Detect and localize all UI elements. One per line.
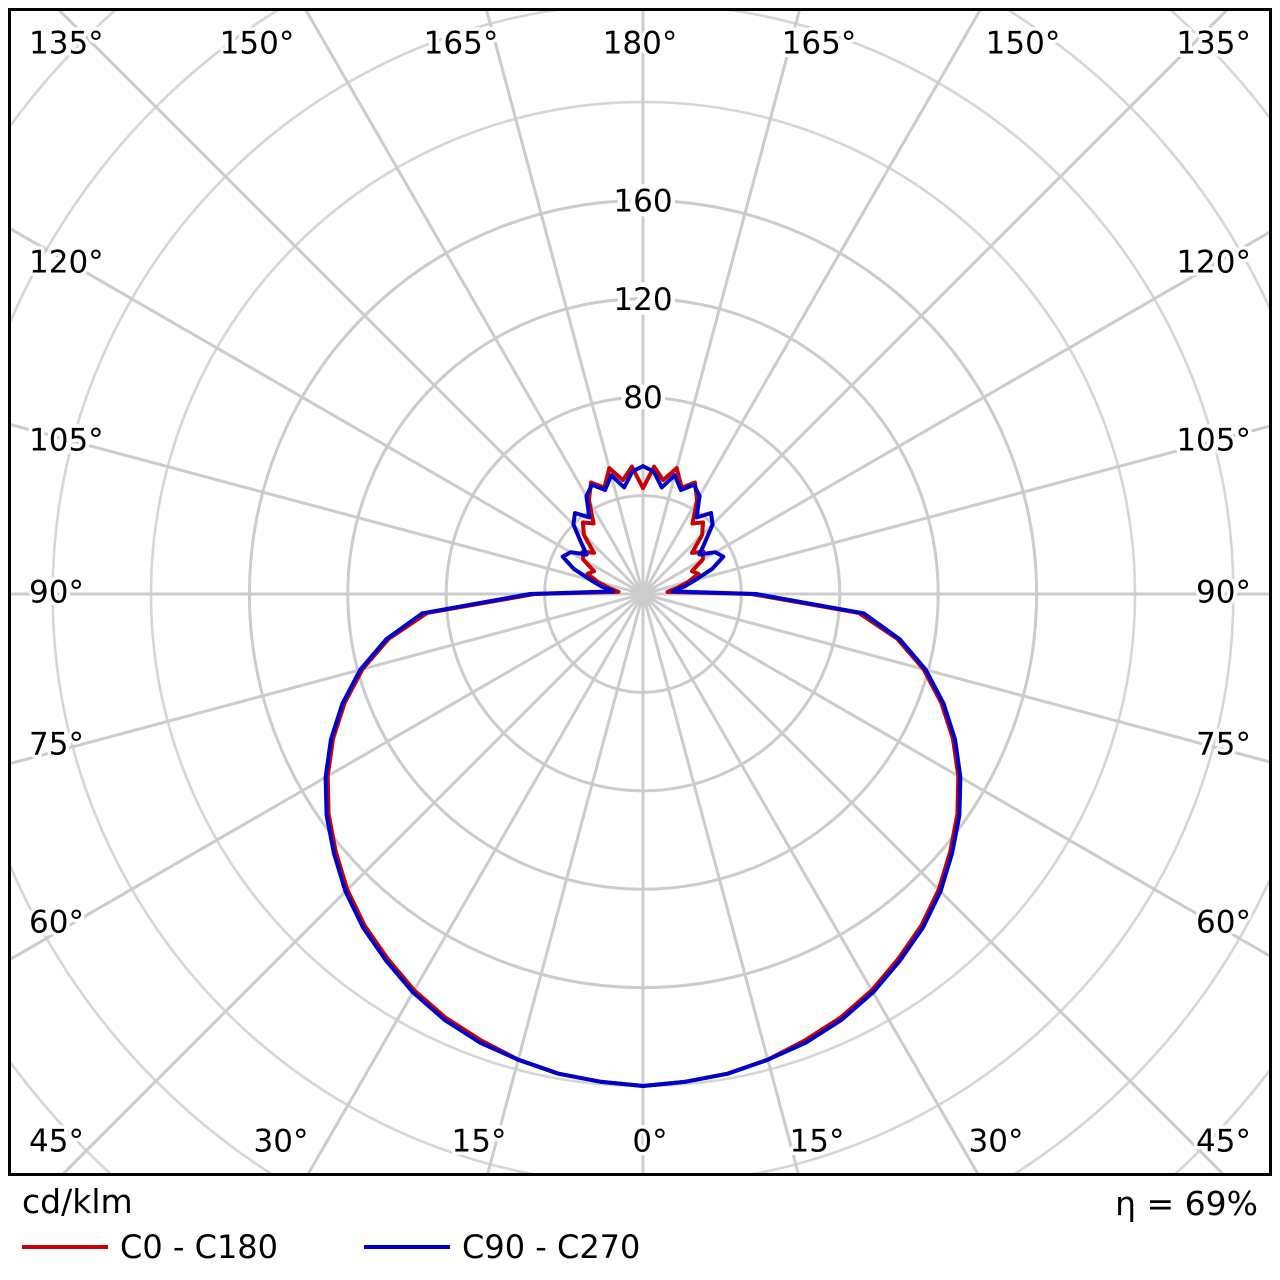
angle-label-top-165: 165° xyxy=(424,26,499,62)
legend-swatch-c90-c270 xyxy=(364,1245,451,1249)
angle-label-bottom-0: 0° xyxy=(632,1124,667,1160)
angle-label-top-150: 150° xyxy=(986,26,1061,62)
radial-tick-label: 80 xyxy=(623,380,662,416)
grid-spoke xyxy=(641,11,801,596)
grid-spoke xyxy=(11,592,645,961)
grid-spoke xyxy=(306,592,645,1173)
polar-axis-labels: 80 120 160 135° 150° 165° 180° 165° 150° 135° 45° 3… xyxy=(26,22,1255,1163)
polar-plot-canvas: 80 120 160 135° 150° 165° 180° 165° 150° 135° 45° 3… xyxy=(11,11,1269,1173)
grid-spoke xyxy=(11,227,645,596)
angle-label-bottom-45: 45° xyxy=(29,1124,84,1160)
angle-label-top-180: 180° xyxy=(603,26,678,62)
angle-label-right-120: 120° xyxy=(1176,245,1251,281)
grid-spoke xyxy=(641,592,1269,958)
legend-item-c90-c270: C90 - C270 xyxy=(364,1228,640,1266)
chart-footer: cd/klm η = 69% C0 - C180 C90 - C270 xyxy=(0,1180,1280,1280)
grid-spoke xyxy=(485,11,645,596)
angle-label-right-90: 90° xyxy=(1196,575,1251,611)
angle-label-left-120: 120° xyxy=(29,245,104,281)
efficiency-label: η = 69% xyxy=(1115,1184,1258,1223)
grid-spoke xyxy=(641,592,980,1173)
chart-legend: C0 - C180 C90 - C270 xyxy=(22,1228,640,1266)
angle-label-top-165: 165° xyxy=(782,26,857,62)
legend-swatch-c0-c180 xyxy=(22,1245,108,1249)
grid-spoke xyxy=(57,11,645,596)
grid-spoke xyxy=(641,11,1229,596)
grid-spoke xyxy=(641,592,1225,1173)
grid-spoke xyxy=(304,11,645,596)
unit-label: cd/klm xyxy=(22,1182,133,1221)
grid-spoke xyxy=(61,592,645,1173)
angle-label-right-105: 105° xyxy=(1176,423,1251,459)
angle-label-left-90: 90° xyxy=(29,575,84,611)
grid-spoke xyxy=(486,592,645,1173)
grid-spoke xyxy=(641,424,1269,596)
angle-label-left-105: 105° xyxy=(29,423,104,459)
angle-label-top-135: 135° xyxy=(1176,26,1251,62)
angle-label-right-75: 75° xyxy=(1196,727,1251,763)
radial-tick-label: 120 xyxy=(613,282,672,318)
radial-tick-label: 160 xyxy=(613,183,672,219)
legend-item-c0-c180: C0 - C180 xyxy=(22,1228,278,1266)
grid-spoke xyxy=(11,423,645,596)
polar-plot-frame: 80 120 160 135° 150° 165° 180° 165° 150° 135° 45° 3… xyxy=(8,8,1272,1176)
legend-label-c90-c270: C90 - C270 xyxy=(462,1228,641,1266)
polar-grid xyxy=(11,11,1269,1173)
angle-label-bottom-15: 15° xyxy=(790,1124,845,1160)
polar-curves xyxy=(323,464,963,1088)
grid-spoke xyxy=(641,592,800,1173)
grid-spoke xyxy=(11,592,645,765)
angle-label-right-60: 60° xyxy=(1196,905,1251,941)
grid-spoke xyxy=(641,592,1269,764)
angle-label-bottom-30: 30° xyxy=(254,1124,309,1160)
angle-label-top-135: 135° xyxy=(29,26,104,62)
angle-label-top-150: 150° xyxy=(220,26,295,62)
legend-label-c0-c180: C0 - C180 xyxy=(120,1228,279,1266)
angle-label-bottom-15: 15° xyxy=(452,1124,507,1160)
angle-label-left-60: 60° xyxy=(29,905,84,941)
grid-spoke xyxy=(641,230,1269,596)
angle-label-bottom-30: 30° xyxy=(969,1124,1024,1160)
grid-spoke xyxy=(641,11,982,596)
angle-label-left-75: 75° xyxy=(29,727,84,763)
curve-c90-c270 xyxy=(323,464,963,1088)
angle-label-bottom-45: 45° xyxy=(1196,1124,1251,1160)
